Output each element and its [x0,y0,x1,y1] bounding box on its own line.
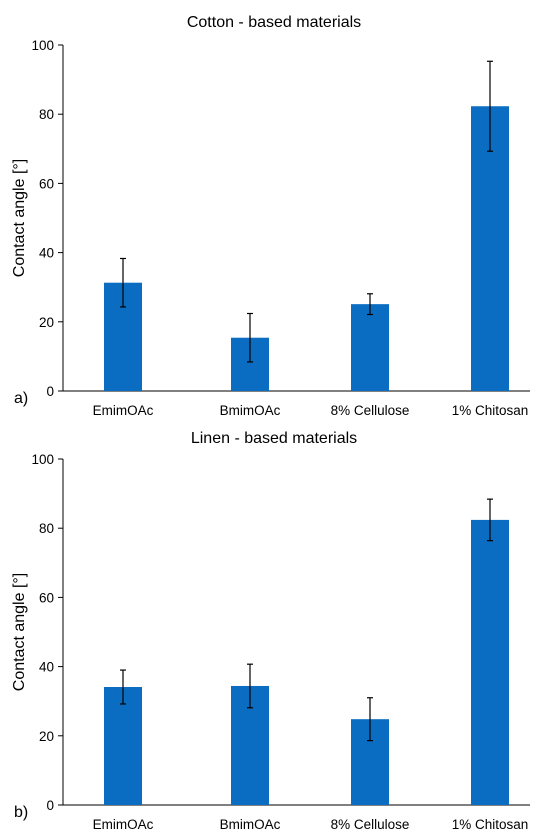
x-tick-label: EmimOAc [93,817,154,832]
y-tick-label: 60 [39,590,54,605]
chart-title: Linen - based materials [191,430,357,447]
x-tick-label: 8% Cellulose [331,817,410,832]
chart-title: Cotton - based materials [187,14,361,31]
y-tick-label: 100 [31,38,54,53]
y-tick-label: 20 [39,729,54,744]
y-tick-label: 20 [39,315,54,330]
y-tick-label: 40 [39,660,54,675]
chart-panel-2: Linen - based materials Contact angle [°]… [11,430,530,832]
y-tick-label: 100 [31,452,54,467]
y-tick-label: 80 [39,107,54,122]
x-tick-label: BmimOAc [220,403,281,418]
x-tick-label: 8% Cellulose [331,403,410,418]
y-tick-label: 80 [39,521,54,536]
y-axis-label: Contact angle [°] [11,573,28,691]
panel-label: a) [14,390,28,407]
bar [471,106,509,391]
y-axis-label: Contact angle [°] [11,159,28,277]
bar [104,687,142,805]
bar [351,304,389,391]
chart-panel-1: Cotton - based materials Contact angle [°… [11,14,530,418]
panel-label: b) [14,804,28,821]
y-tick-label: 60 [39,176,54,191]
x-tick-label: BmimOAc [220,817,281,832]
y-tick-label: 0 [46,384,54,399]
x-tick-label: 1% Chitosan [452,403,529,418]
x-tick-label: 1% Chitosan [452,817,529,832]
y-tick-label: 0 [46,798,54,813]
y-tick-label: 40 [39,246,54,261]
bar [471,519,509,805]
x-tick-label: EmimOAc [93,403,154,418]
